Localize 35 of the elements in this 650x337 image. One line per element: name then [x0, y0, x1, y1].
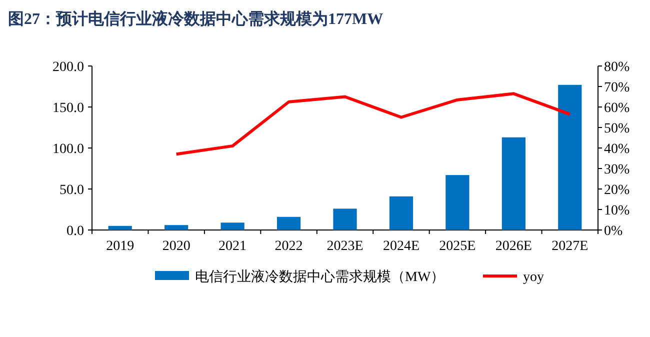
bar [558, 84, 582, 230]
bar [164, 225, 188, 230]
y-tick-label: 50.0 [60, 183, 84, 198]
legend-label: 电信行业液冷数据中心需求规模（MW） [195, 269, 445, 285]
x-tick-label: 2020 [162, 239, 190, 254]
x-tick-label: 2025E [439, 239, 476, 254]
y2-tick-label: 20% [604, 183, 630, 198]
bar [108, 226, 132, 230]
bar [220, 222, 244, 230]
bar [333, 208, 357, 230]
y2-tick-label: 60% [604, 101, 630, 116]
bar [446, 175, 470, 230]
x-tick-label: 2023E [326, 239, 364, 254]
x-tick-label: 2022 [274, 239, 303, 254]
y2-tick-label: 0% [604, 224, 623, 239]
y-tick-label: 0.0 [66, 224, 84, 239]
y2-tick-label: 50% [604, 122, 630, 136]
x-tick-label: 2024E [382, 239, 420, 254]
bar [389, 196, 414, 230]
y2-tick-label: 40% [604, 142, 630, 157]
y2-tick-label: 70% [604, 80, 630, 96]
x-tick-label: 2027E [552, 239, 588, 254]
y-tick-label: 100.0 [52, 142, 84, 157]
y2-tick-label: 30% [604, 162, 630, 178]
y-tick-label: 200.0 [52, 60, 84, 75]
bar [502, 137, 526, 230]
y-tick-label: 150.0 [52, 101, 84, 116]
x-tick-label: 2019 [106, 239, 134, 254]
x-tick-label: 2026E [495, 239, 532, 254]
bar [276, 216, 301, 230]
y2-tick-label: 80% [604, 60, 630, 75]
x-tick-label: 2021 [218, 239, 247, 254]
y2-tick-label: 10% [604, 204, 630, 218]
chart-title: 图27：预计电信行业液冷数据中心需求规模为177MW [8, 9, 384, 28]
legend-label: yoy [523, 270, 544, 285]
